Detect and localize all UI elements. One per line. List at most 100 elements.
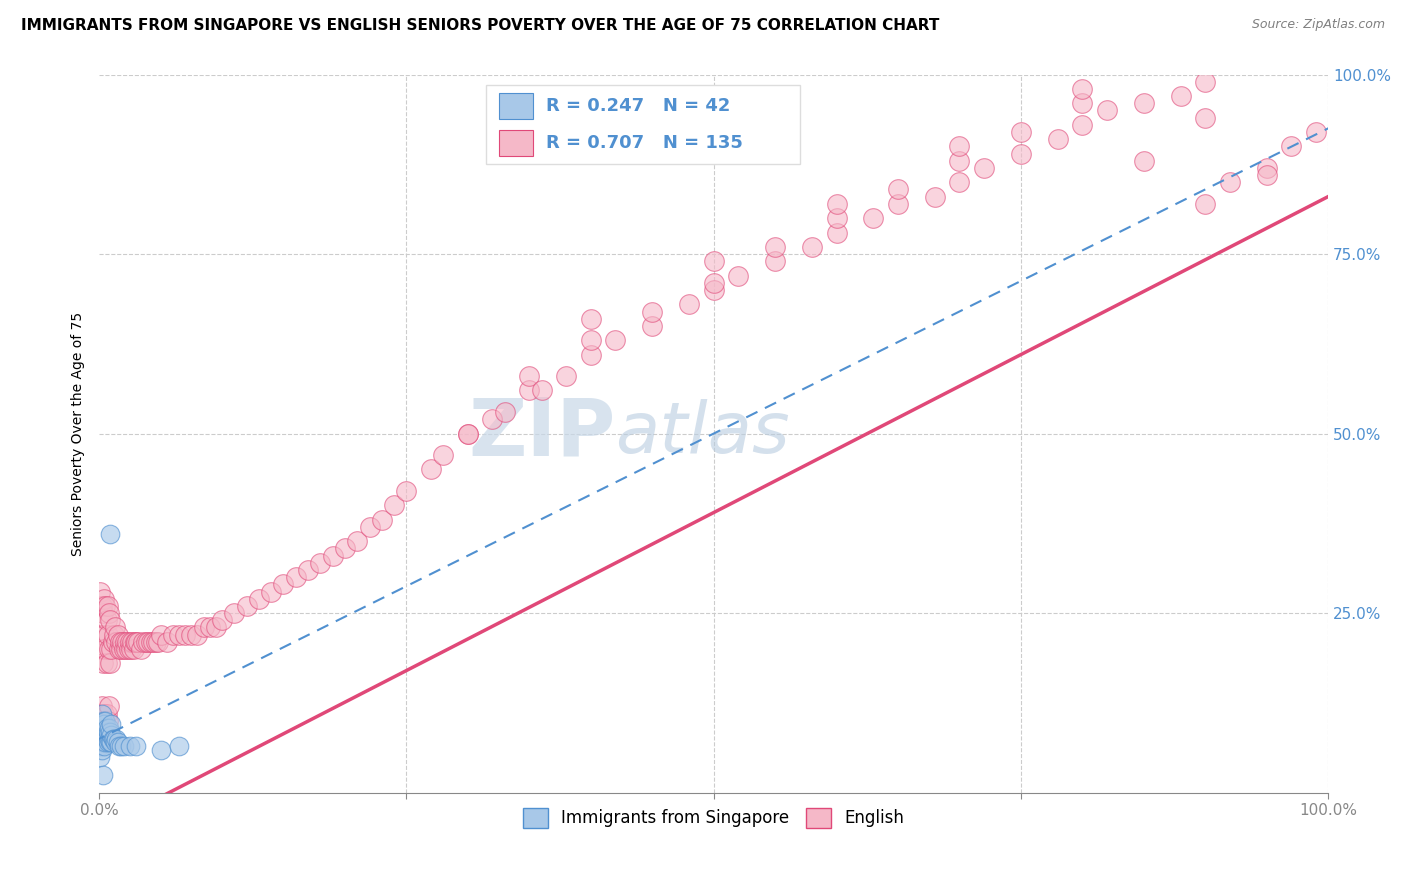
- Point: [93, 591, 115, 606]
- Point: [371, 513, 394, 527]
- Point: [457, 426, 479, 441]
- Point: [89, 739, 111, 753]
- Point: [90, 724, 112, 739]
- Point: [129, 642, 152, 657]
- Point: [117, 642, 139, 657]
- Point: [1170, 89, 1192, 103]
- Point: [97, 724, 120, 739]
- Point: [94, 599, 117, 613]
- Point: [96, 706, 118, 721]
- Point: [110, 642, 132, 657]
- Point: [1256, 161, 1278, 175]
- Point: [284, 570, 307, 584]
- Point: [105, 635, 128, 649]
- Point: [198, 620, 221, 634]
- Point: [703, 254, 725, 268]
- Point: [96, 721, 118, 735]
- Point: [115, 642, 138, 657]
- Point: [90, 706, 112, 721]
- Point: [103, 731, 125, 746]
- Point: [167, 628, 190, 642]
- Point: [96, 657, 118, 671]
- Point: [94, 735, 117, 749]
- Point: [121, 635, 143, 649]
- Point: [1256, 168, 1278, 182]
- Point: [91, 735, 114, 749]
- Point: [90, 731, 112, 746]
- Point: [825, 196, 848, 211]
- Point: [579, 333, 602, 347]
- Point: [93, 717, 115, 731]
- Text: Source: ZipAtlas.com: Source: ZipAtlas.com: [1251, 18, 1385, 31]
- Point: [948, 139, 970, 153]
- Point: [136, 635, 159, 649]
- Point: [432, 448, 454, 462]
- Point: [180, 628, 202, 642]
- Point: [90, 742, 112, 756]
- Point: [97, 735, 120, 749]
- Point: [1194, 111, 1216, 125]
- Point: [93, 706, 115, 721]
- Point: [162, 628, 184, 642]
- Point: [235, 599, 257, 613]
- Point: [89, 728, 111, 742]
- Point: [887, 182, 910, 196]
- Point: [333, 541, 356, 556]
- Point: [107, 642, 129, 657]
- Point: [94, 642, 117, 657]
- Point: [149, 742, 172, 756]
- Point: [114, 635, 136, 649]
- Point: [96, 731, 118, 746]
- Point: [309, 556, 332, 570]
- Point: [800, 240, 823, 254]
- Point: [125, 635, 148, 649]
- Point: [93, 739, 115, 753]
- Point: [395, 483, 418, 498]
- Point: [1219, 175, 1241, 189]
- Point: [211, 613, 233, 627]
- Point: [224, 606, 246, 620]
- Point: [948, 175, 970, 189]
- Point: [118, 635, 141, 649]
- Point: [481, 412, 503, 426]
- Point: [90, 642, 112, 657]
- Point: [145, 635, 167, 649]
- Point: [107, 739, 129, 753]
- Point: [260, 584, 283, 599]
- Point: [90, 717, 112, 731]
- Point: [97, 731, 120, 746]
- Point: [122, 642, 145, 657]
- Point: [641, 318, 664, 333]
- Point: [97, 699, 120, 714]
- Point: [605, 333, 627, 347]
- Point: [118, 739, 141, 753]
- Text: ZIP: ZIP: [468, 394, 616, 473]
- Point: [107, 628, 129, 642]
- Point: [579, 348, 602, 362]
- Point: [579, 311, 602, 326]
- Point: [98, 527, 121, 541]
- Point: [973, 161, 995, 175]
- Point: [948, 153, 970, 168]
- Point: [100, 728, 122, 742]
- Point: [107, 735, 129, 749]
- Point: [167, 739, 190, 753]
- Point: [678, 297, 700, 311]
- Point: [174, 628, 197, 642]
- Point: [924, 189, 946, 203]
- Point: [703, 283, 725, 297]
- Point: [117, 635, 139, 649]
- Point: [89, 721, 111, 735]
- Point: [641, 304, 664, 318]
- Point: [359, 520, 381, 534]
- Point: [98, 613, 121, 627]
- Text: IMMIGRANTS FROM SINGAPORE VS ENGLISH SENIORS POVERTY OVER THE AGE OF 75 CORRELAT: IMMIGRANTS FROM SINGAPORE VS ENGLISH SEN…: [21, 18, 939, 33]
- Point: [97, 599, 120, 613]
- Point: [149, 628, 172, 642]
- Point: [101, 731, 124, 746]
- Point: [90, 699, 112, 714]
- Point: [703, 276, 725, 290]
- Point: [91, 606, 114, 620]
- Point: [146, 635, 169, 649]
- Point: [98, 724, 121, 739]
